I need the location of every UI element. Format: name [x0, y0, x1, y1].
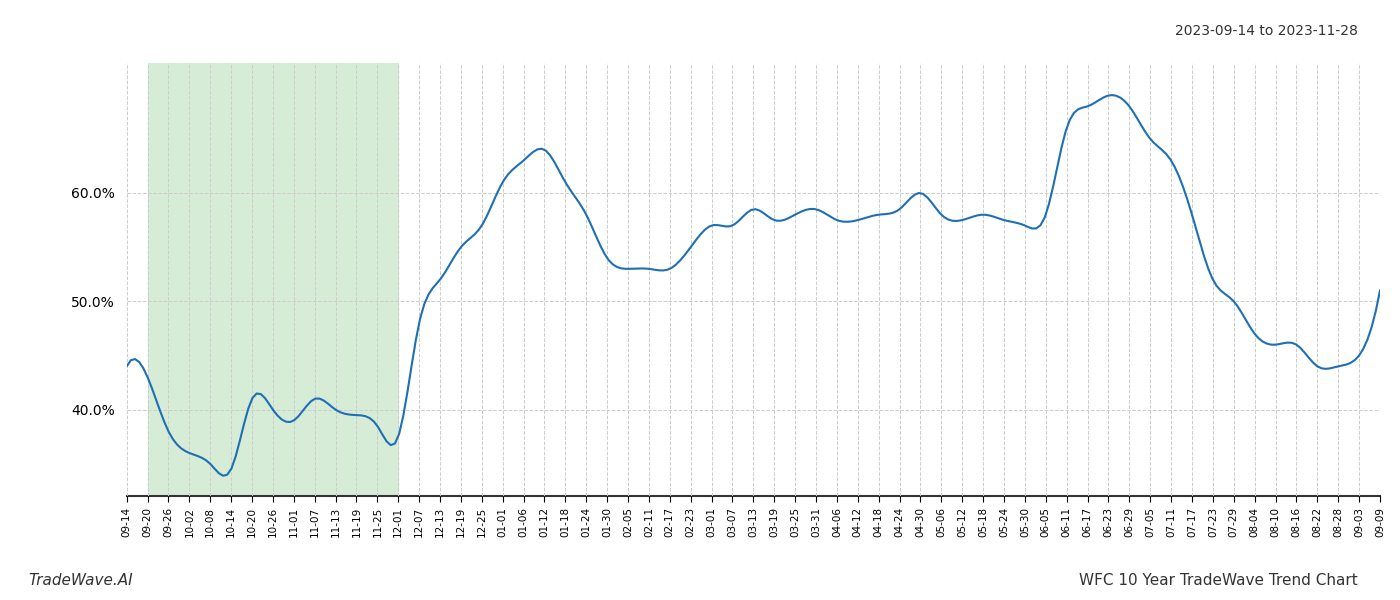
Text: WFC 10 Year TradeWave Trend Chart: WFC 10 Year TradeWave Trend Chart — [1079, 573, 1358, 588]
Text: 2023-09-14 to 2023-11-28: 2023-09-14 to 2023-11-28 — [1175, 24, 1358, 38]
Text: TradeWave.AI: TradeWave.AI — [28, 573, 133, 588]
Bar — [147, 63, 398, 496]
